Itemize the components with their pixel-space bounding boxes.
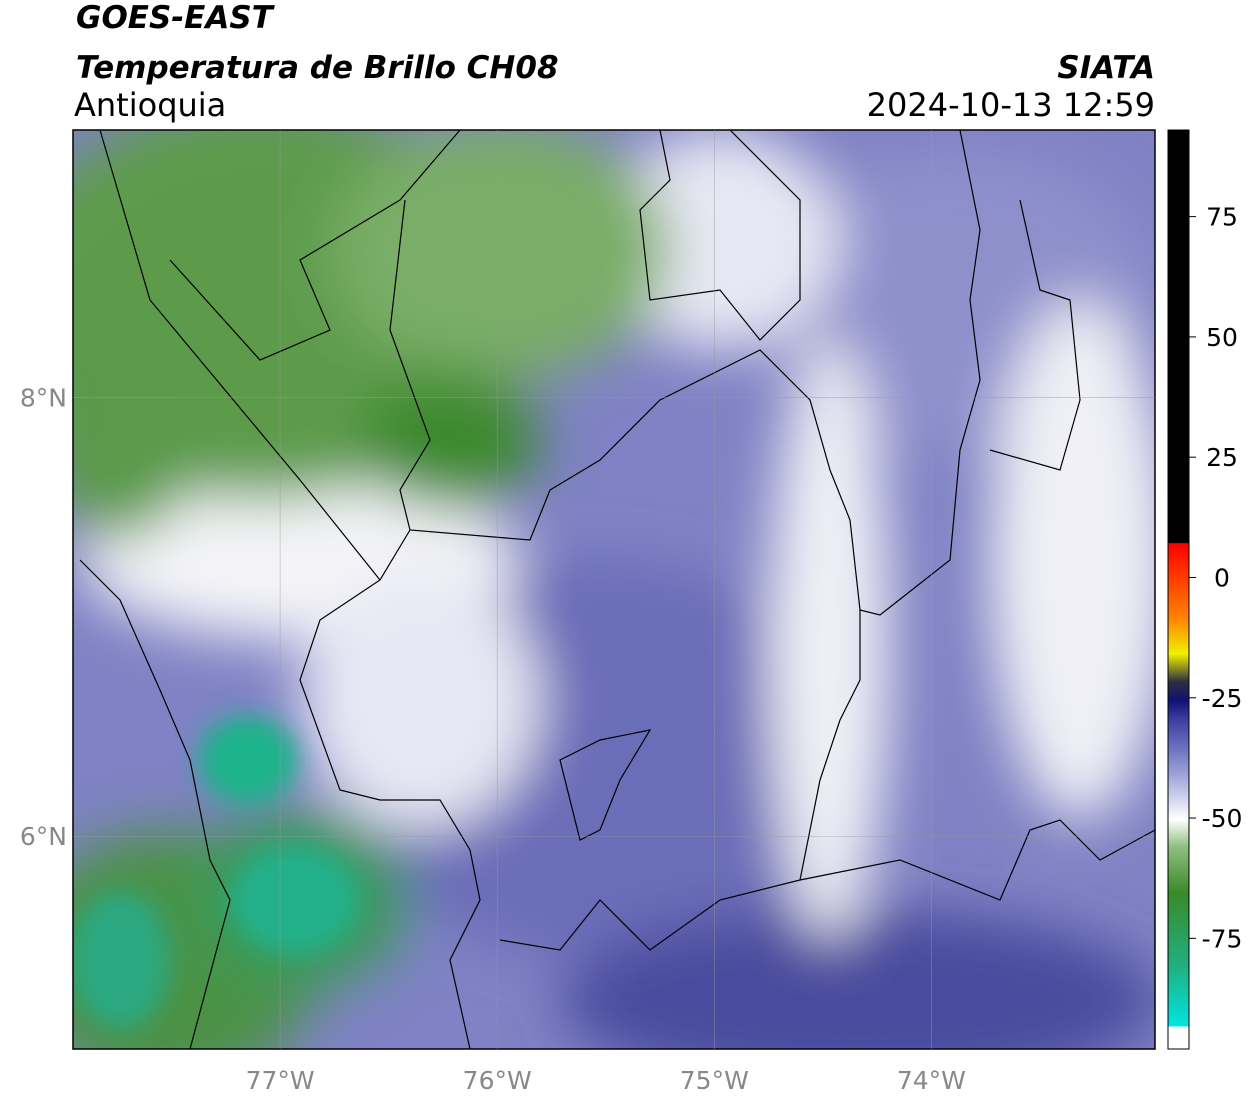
colorbar-tick-label: -50 xyxy=(1202,804,1243,833)
colorbar-tick-label: 25 xyxy=(1206,443,1238,472)
colorbar-tick-label: -75 xyxy=(1202,924,1243,953)
datetime: 2024-10-13 12:59 xyxy=(867,86,1155,124)
x-tick-label: 77°W xyxy=(246,1066,315,1095)
subtitle: Temperatura de Brillo CH08 xyxy=(76,50,559,86)
colorbar-tick-label: -25 xyxy=(1202,684,1243,713)
colorbar-tick-label: 75 xyxy=(1206,203,1238,232)
region: Antioquia xyxy=(74,86,226,124)
title: GOES-EAST xyxy=(76,0,276,36)
boundaries xyxy=(79,130,1155,1049)
colorbar xyxy=(1167,129,1190,1050)
y-tick-label: 8°N xyxy=(20,384,67,413)
colorbar-tick-label: 0 xyxy=(1214,563,1230,592)
map-frame xyxy=(72,129,1156,1050)
colorbar-tick-label: 50 xyxy=(1206,323,1238,352)
x-tick-label: 74°W xyxy=(897,1066,966,1095)
y-tick-label: 6°N xyxy=(20,822,67,851)
x-tick-label: 76°W xyxy=(463,1066,532,1095)
imagery xyxy=(73,130,1155,1049)
x-tick-label: 75°W xyxy=(680,1066,749,1095)
source: SIATA xyxy=(1057,50,1155,86)
